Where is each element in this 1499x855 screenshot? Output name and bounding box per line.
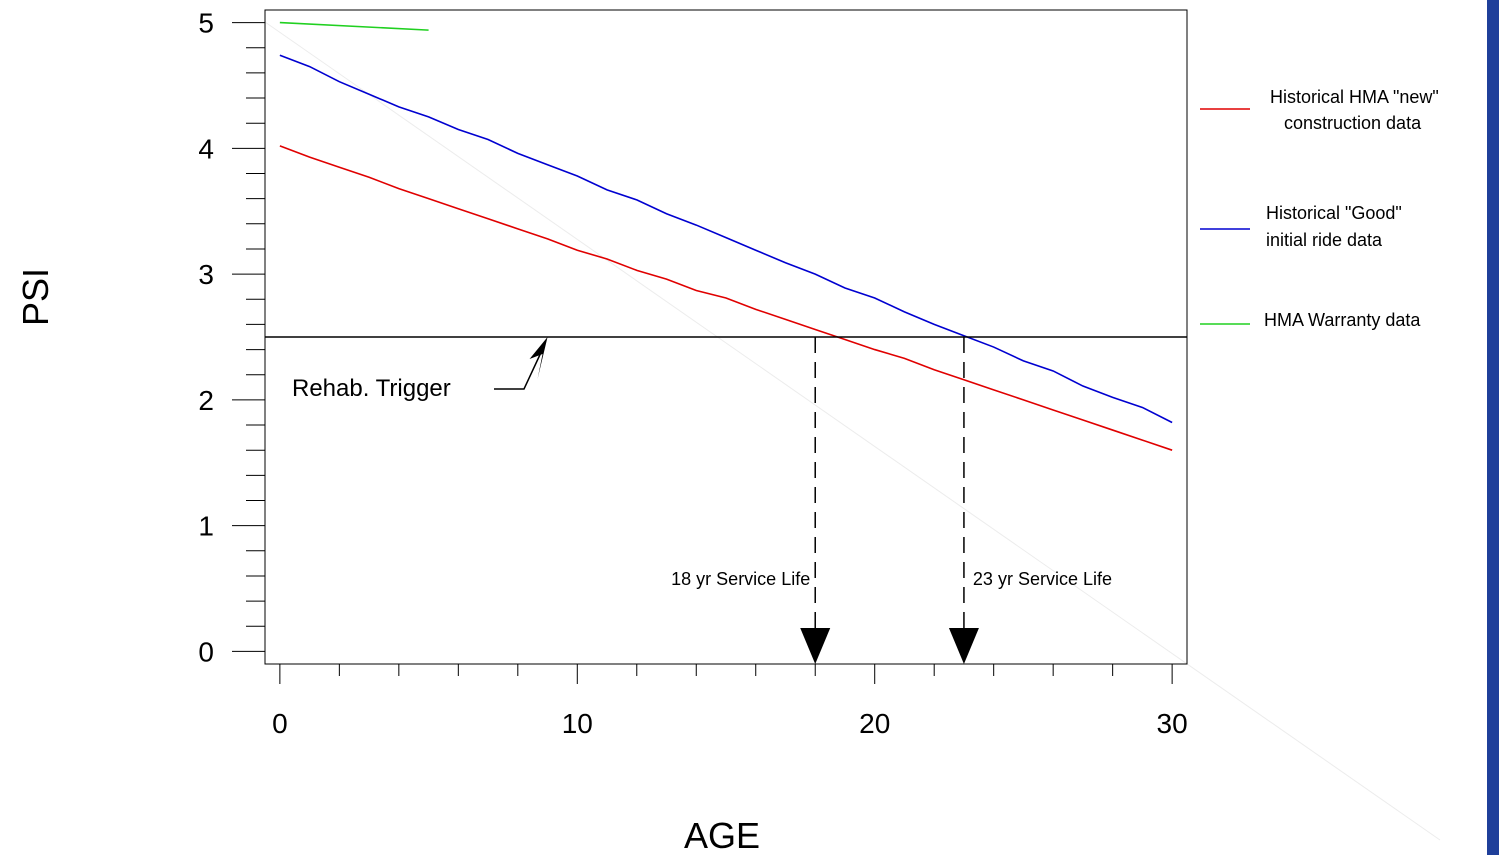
legend: Historical HMA "new" construction data His… [1200, 87, 1439, 330]
legend-label: Historical HMA "new" [1270, 87, 1439, 107]
legend-label: initial ride data [1266, 230, 1383, 250]
rehab-trigger-label: Rehab. Trigger [292, 375, 451, 402]
rehab-trigger-leader [494, 346, 545, 390]
x-tick-label: 0 [272, 708, 288, 739]
y-axis-label: PSI [15, 268, 56, 326]
series-line-3 [279, 21, 429, 31]
faint-diagonal [264, 21, 1441, 841]
y-axis: 0 1 2 3 4 5 [198, 8, 265, 667]
x-tick-label: 20 [859, 708, 890, 739]
service-life-23-label: 23 yr Service Life [973, 569, 1112, 589]
legend-label: construction data [1284, 113, 1422, 133]
legend-label: HMA Warranty data [1264, 310, 1421, 330]
y-tick-label: 5 [198, 8, 214, 39]
service-life-arrowhead [800, 628, 831, 664]
legend-label: Historical "Good" [1266, 203, 1402, 223]
slide-accent-bar [1487, 0, 1499, 855]
y-tick-label: 1 [198, 511, 214, 542]
series-line-2 [279, 54, 1173, 424]
annotation-layer: Rehab. Trigger 18 yr Service Life 23 yr … [292, 337, 1112, 664]
series-layer [279, 21, 1173, 451]
y-tick-label: 4 [198, 133, 214, 164]
service-life-18-label: 18 yr Service Life [671, 569, 810, 589]
rehab-trigger-arrowhead [529, 337, 548, 379]
series-line-1 [279, 145, 1173, 451]
service-life-arrowhead [948, 628, 979, 664]
y-tick-label: 2 [198, 385, 214, 416]
x-tick-label: 10 [562, 708, 593, 739]
x-axis: 0 10 20 30 [272, 664, 1188, 739]
y-tick-label: 0 [198, 636, 214, 667]
y-tick-label: 3 [198, 259, 214, 290]
x-axis-label: AGE [684, 815, 760, 855]
x-tick-label: 30 [1157, 708, 1188, 739]
